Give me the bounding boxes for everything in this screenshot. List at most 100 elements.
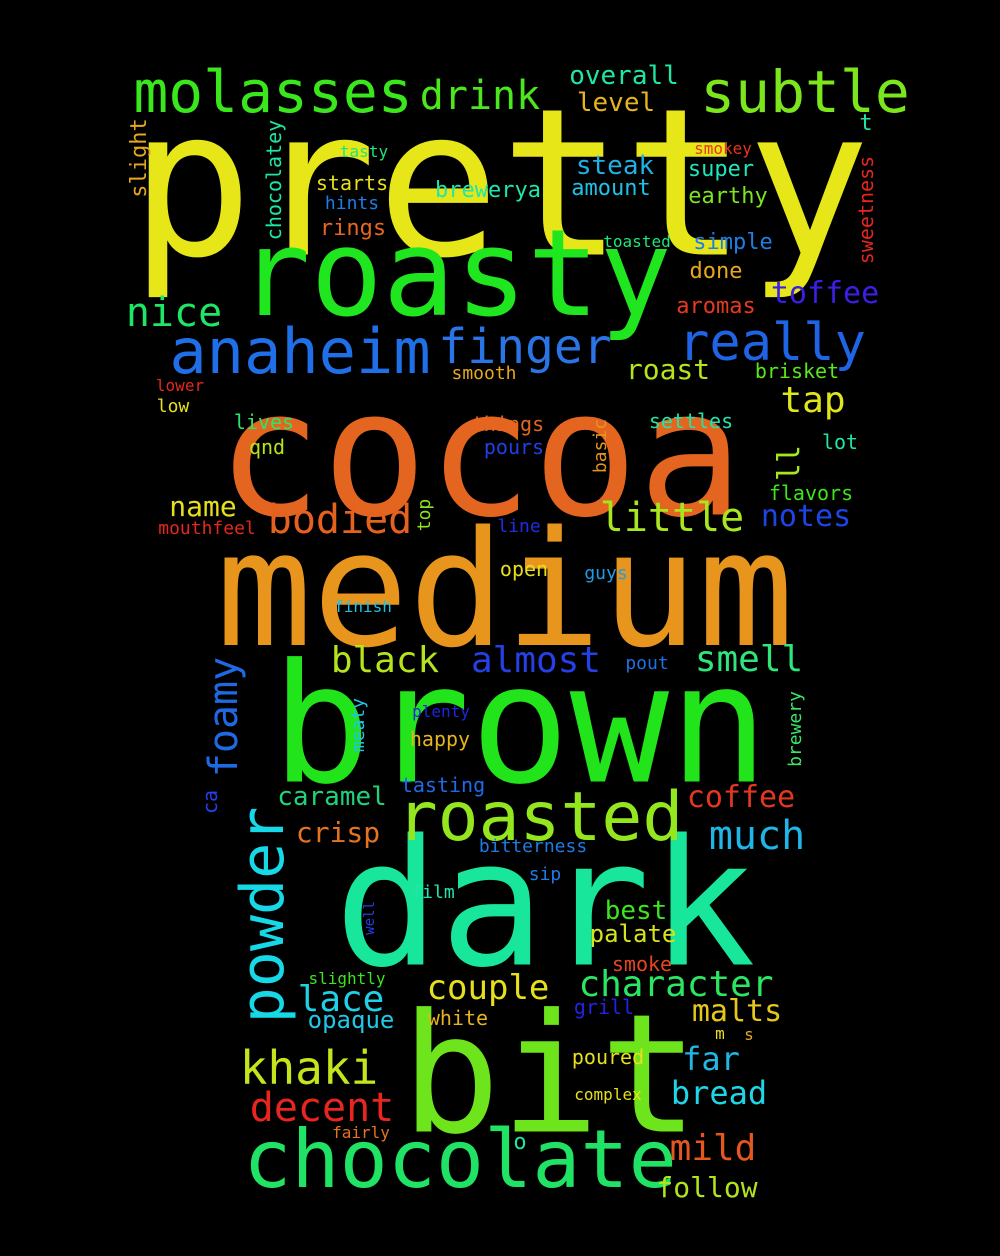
- word: molasses: [133, 58, 413, 126]
- word: lot: [821, 430, 859, 454]
- word: mouthfeel: [158, 518, 256, 539]
- word: foamy: [201, 656, 247, 778]
- word: far: [682, 1040, 740, 1078]
- word: finish: [334, 597, 392, 616]
- word: powder: [228, 806, 298, 1024]
- word: drink: [419, 73, 541, 119]
- word: lace: [297, 979, 385, 1020]
- word: steak: [575, 151, 655, 181]
- word: cocoa: [216, 353, 744, 557]
- word: medium: [216, 496, 794, 683]
- word: smoke: [611, 952, 673, 976]
- word: bit: [400, 978, 700, 1171]
- word: slightly: [308, 969, 386, 988]
- word: level: [576, 88, 656, 118]
- word: sweetness: [854, 155, 878, 265]
- word: white: [427, 1006, 489, 1030]
- word: slight: [127, 118, 152, 198]
- word: done: [689, 259, 743, 284]
- word: top: [414, 498, 435, 532]
- word: roasted: [396, 778, 684, 857]
- word: line: [497, 516, 541, 537]
- word: smokey: [694, 139, 752, 158]
- word: bodied: [267, 497, 413, 543]
- word: caramel: [277, 782, 387, 812]
- word: black: [330, 640, 440, 681]
- word: chocolatey: [262, 119, 286, 241]
- word: brewery: [785, 691, 806, 767]
- word: low: [156, 396, 190, 417]
- word: toffee: [770, 276, 880, 311]
- word: settles: [648, 409, 734, 433]
- word: smooth: [451, 363, 517, 384]
- word: roasty: [238, 205, 672, 344]
- word: simple: [693, 230, 773, 255]
- word: guys: [584, 563, 628, 584]
- word: sip: [528, 864, 562, 885]
- word: pretty: [129, 65, 871, 304]
- word: starts: [315, 171, 389, 195]
- word: mild: [669, 1128, 757, 1169]
- word: brewerya: [435, 178, 541, 203]
- word: tasty: [339, 142, 389, 161]
- word: much: [708, 813, 806, 859]
- word: nice: [125, 290, 223, 336]
- word: earthy: [688, 184, 768, 209]
- word: lower: [155, 376, 205, 395]
- word: dark: [334, 803, 756, 1007]
- word: flavors: [768, 481, 854, 505]
- word: khaki: [239, 1041, 379, 1095]
- word: crisp: [295, 816, 381, 849]
- word: hints: [324, 193, 380, 214]
- word: amount: [571, 176, 651, 201]
- word: meaty: [348, 697, 369, 753]
- word: tap: [780, 380, 846, 421]
- word: s: [744, 1025, 754, 1044]
- word: o: [513, 1130, 527, 1155]
- word: film: [411, 882, 455, 903]
- word: notes: [760, 499, 852, 534]
- word: qnd: [248, 435, 286, 459]
- word: poured: [571, 1045, 645, 1069]
- word: m: [715, 1024, 725, 1043]
- word: character: [578, 964, 774, 1005]
- word: tasting: [400, 773, 486, 797]
- word: bread: [670, 1074, 768, 1112]
- word: happy: [409, 727, 471, 751]
- word: really: [678, 313, 866, 373]
- word: palate: [589, 920, 677, 948]
- word: anaheim: [169, 315, 431, 388]
- word: brisket: [754, 359, 840, 383]
- word: pout: [625, 653, 669, 674]
- word: smell: [694, 639, 804, 680]
- word: malts: [691, 994, 783, 1029]
- word: basic: [590, 418, 611, 474]
- word: super: [687, 157, 755, 182]
- word: lives: [233, 410, 295, 434]
- word: finger: [438, 319, 612, 375]
- word: aromas: [676, 294, 756, 319]
- word: roast: [625, 353, 711, 386]
- word: t: [859, 111, 873, 136]
- word: toasted: [603, 232, 671, 251]
- word: little: [599, 495, 745, 541]
- word: decent: [249, 1085, 395, 1131]
- word: bitterness: [478, 836, 588, 857]
- word: subtle: [700, 58, 910, 126]
- word: chocolate: [243, 1113, 677, 1206]
- word: rings: [319, 216, 387, 241]
- word: best: [604, 896, 668, 926]
- word: overall: [569, 61, 679, 91]
- word: grill: [573, 995, 635, 1019]
- word: couple: [426, 968, 550, 1008]
- word: ca: [198, 789, 222, 815]
- word: plenty: [412, 702, 470, 721]
- word: open: [499, 557, 549, 581]
- word: complex: [574, 1085, 642, 1104]
- word: opaque: [307, 1006, 395, 1034]
- word: well: [362, 901, 378, 935]
- word: almost: [470, 640, 602, 681]
- word: coffee: [686, 780, 796, 815]
- word: pours: [483, 435, 545, 459]
